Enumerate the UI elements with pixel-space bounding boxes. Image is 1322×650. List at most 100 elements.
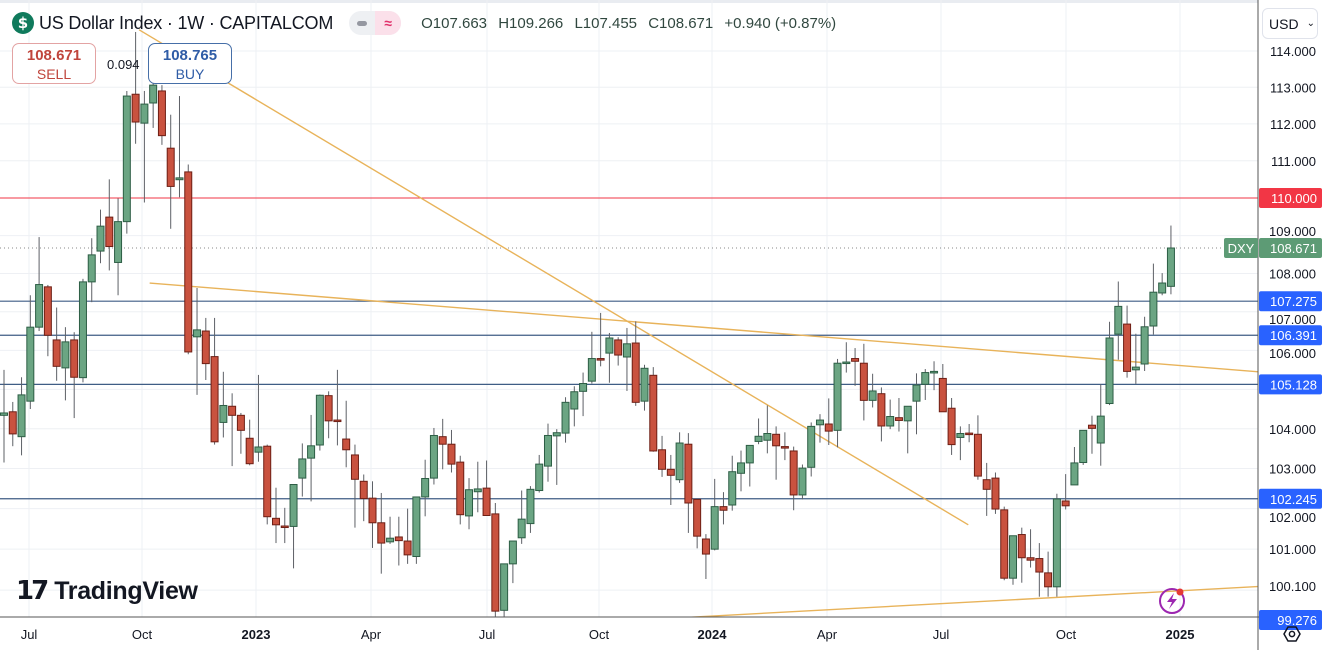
tradingview-mark: 17 — [16, 576, 49, 606]
candle-down — [596, 358, 605, 361]
y-tick-label: 103.000 — [1269, 462, 1316, 477]
candle-up — [956, 433, 965, 438]
y-tick-label: 109.000 — [1269, 224, 1316, 239]
candle-down — [482, 487, 491, 517]
candle-up — [465, 489, 474, 517]
candle-down — [991, 477, 1000, 510]
buy-button[interactable]: 108.765 BUY — [148, 43, 232, 84]
candle-up — [833, 362, 842, 431]
price-axis — [1258, 0, 1322, 650]
y-tick-label: 104.000 — [1269, 422, 1316, 437]
level-price-label-bg — [1259, 488, 1322, 509]
low-price-label-bg — [1259, 609, 1322, 630]
symbol-title[interactable]: US Dollar Index · 1W · CAPITALCOM — [39, 12, 334, 33]
y-tick-label: 100.100 — [1269, 579, 1316, 594]
last-price-label: 108.671 — [1270, 241, 1317, 256]
candle-up — [315, 394, 324, 446]
x-tick-label: Oct — [1056, 627, 1077, 642]
candle-up — [622, 343, 631, 358]
candle-down — [245, 437, 254, 465]
tradingview-logo[interactable]: 17 TradingView — [16, 576, 198, 606]
candle-down — [1035, 558, 1044, 573]
candle-up — [26, 326, 35, 402]
candle-up — [605, 337, 614, 354]
y-tick-label: 101.000 — [1269, 542, 1316, 557]
candle-up — [1149, 291, 1158, 327]
candle-down — [973, 433, 982, 477]
candle-up — [473, 488, 482, 493]
candle-up — [526, 488, 535, 525]
candle-up — [96, 225, 105, 252]
candle-down — [359, 480, 368, 500]
candle-down — [8, 411, 17, 435]
candle-up — [930, 370, 939, 374]
candle-up — [289, 484, 298, 527]
candle-up — [1131, 366, 1140, 371]
candle-up — [842, 361, 851, 365]
candle-down — [1017, 534, 1026, 559]
candle-down — [631, 342, 640, 403]
lightning-icon[interactable] — [1157, 586, 1187, 616]
x-tick-label: 2024 — [698, 627, 728, 642]
candle-down — [701, 538, 710, 555]
approx-icon[interactable]: ≈ — [375, 11, 402, 35]
candle-up — [763, 433, 772, 441]
y-tick-label: 108.000 — [1269, 266, 1316, 281]
candle-down — [157, 90, 166, 137]
settings-icon[interactable] — [1282, 624, 1302, 644]
x-tick-label: Jul — [21, 627, 38, 642]
candle-up — [517, 518, 526, 539]
buy-label: BUY — [175, 66, 205, 82]
collapse-icon[interactable] — [349, 11, 375, 35]
candle-down — [1061, 500, 1070, 507]
candle-up — [254, 446, 263, 453]
candle-up — [675, 442, 684, 481]
candle-up — [807, 425, 816, 468]
x-tick-label: Jul — [479, 627, 496, 642]
candle-up — [1096, 415, 1105, 444]
candle-up — [1009, 535, 1018, 579]
buy-price: 108.765 — [162, 47, 218, 64]
candle-down — [649, 374, 658, 452]
candle-up — [219, 404, 228, 423]
y-tick-label: 102.000 — [1269, 510, 1316, 525]
candle-down — [614, 339, 623, 356]
candle-up — [1140, 326, 1149, 365]
candle-down — [965, 432, 974, 436]
candle-down — [52, 339, 61, 367]
candle-down — [263, 445, 272, 518]
candle-up — [149, 84, 158, 104]
symbol-tag: DXY — [1228, 241, 1255, 256]
candle-down — [131, 93, 140, 123]
candle-down — [166, 147, 175, 187]
candle-up — [728, 471, 737, 506]
level-price-label-bg — [1259, 291, 1322, 312]
candle-up — [1070, 462, 1079, 486]
candle-down — [350, 454, 359, 480]
candle-down — [1087, 424, 1096, 429]
candle-up — [745, 444, 754, 464]
currency-dropdown[interactable]: USD ⌄ — [1262, 8, 1318, 39]
candle-down — [456, 461, 465, 516]
candle-up — [1114, 305, 1123, 335]
sell-label: SELL — [36, 66, 72, 82]
candle-up — [535, 463, 544, 492]
candle-down — [438, 436, 447, 445]
candle-down — [851, 358, 860, 362]
sell-button[interactable]: 108.671 SELL — [12, 43, 96, 84]
y-tick-label: 113.000 — [1270, 80, 1316, 95]
level-price-label: 106.391 — [1270, 328, 1317, 343]
candle-up — [175, 177, 184, 181]
spread-value: 0.094 — [107, 57, 140, 72]
level-price-label-bg — [1259, 325, 1322, 346]
candle-down — [70, 339, 79, 378]
candle-down — [377, 522, 386, 544]
indicator-toggle[interactable]: ≈ — [349, 11, 402, 35]
candle-up — [640, 367, 649, 402]
candle-up — [754, 435, 763, 442]
candle-up — [798, 467, 807, 496]
symbol-tag-bg — [1224, 238, 1258, 259]
candle-down — [394, 536, 403, 542]
